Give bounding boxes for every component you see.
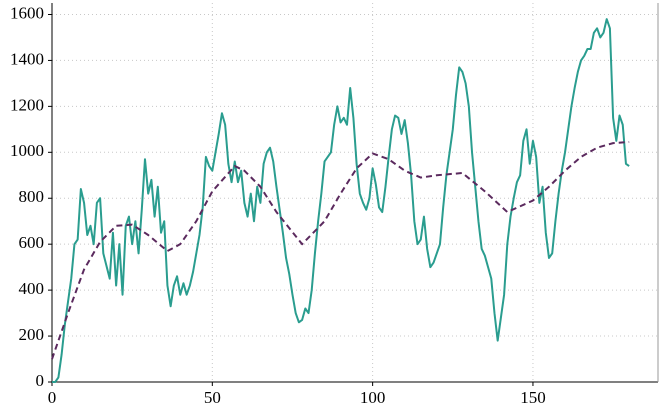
y-tick-label: 1400 [10,49,44,68]
y-tick-label: 1600 [10,3,44,22]
x-tick-label: 150 [520,388,546,407]
data-line [52,18,630,383]
x-tick-label: 0 [48,388,57,407]
x-tick-label: 50 [204,388,221,407]
y-tick-label: 600 [19,233,45,252]
y-tick-label: 1200 [10,95,44,114]
y-tick-label: 0 [36,371,45,390]
y-tick-label: 400 [19,279,45,298]
y-tick-label: 200 [19,325,45,344]
y-tick-label: 1000 [10,141,44,160]
data-line [51,140,630,360]
y-tick-label: 800 [19,187,45,206]
x-tick-label: 100 [360,388,386,407]
